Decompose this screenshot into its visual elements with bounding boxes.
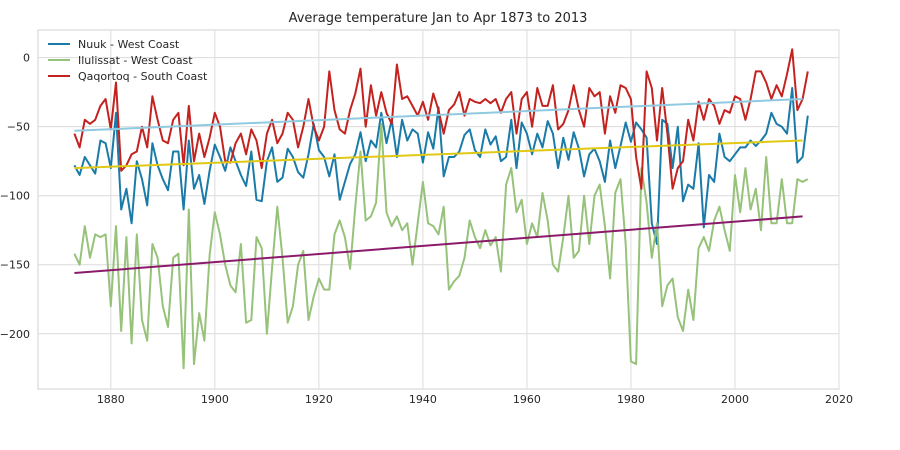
chart-title: Average temperature Jan to Apr 1873 to 2… bbox=[289, 11, 588, 26]
trend-line-0 bbox=[74, 139, 803, 170]
trend-lines bbox=[74, 98, 803, 275]
y-tick-labels: 0 −50 −100 −150 −200 bbox=[0, 52, 30, 341]
x-tick-label: 2020 bbox=[825, 393, 853, 406]
x-tick-label: 1960 bbox=[513, 393, 541, 406]
x-tick-label: 2000 bbox=[721, 393, 749, 406]
series-line-0 bbox=[73, 87, 809, 245]
y-tick-label: −150 bbox=[0, 259, 30, 272]
y-tick-label: −100 bbox=[0, 190, 30, 203]
x-tick-label: 1920 bbox=[305, 393, 333, 406]
x-tick-label: 1980 bbox=[617, 393, 645, 406]
y-tick-label: −200 bbox=[0, 328, 30, 341]
series-lines bbox=[73, 48, 809, 370]
x-tick-labels: 1880 1900 1920 1940 1960 1980 2000 2020 bbox=[97, 393, 853, 406]
legend-label: Nuuk - West Coast bbox=[78, 38, 180, 51]
trend-line-1 bbox=[74, 215, 803, 275]
legend-label: Qaqortoq - South Coast bbox=[78, 70, 208, 83]
legend: Nuuk - West Coast Ilulissat - West Coast Q… bbox=[48, 38, 208, 83]
y-tick-label: −50 bbox=[7, 121, 30, 134]
y-tick-label: 0 bbox=[23, 52, 30, 65]
series-line-2 bbox=[73, 48, 809, 190]
series-line-1 bbox=[73, 122, 809, 370]
x-tick-label: 1900 bbox=[201, 393, 229, 406]
x-tick-label: 1880 bbox=[97, 393, 125, 406]
x-tick-label: 1940 bbox=[409, 393, 437, 406]
legend-label: Ilulissat - West Coast bbox=[78, 54, 193, 67]
trend-line-3 bbox=[74, 98, 803, 132]
